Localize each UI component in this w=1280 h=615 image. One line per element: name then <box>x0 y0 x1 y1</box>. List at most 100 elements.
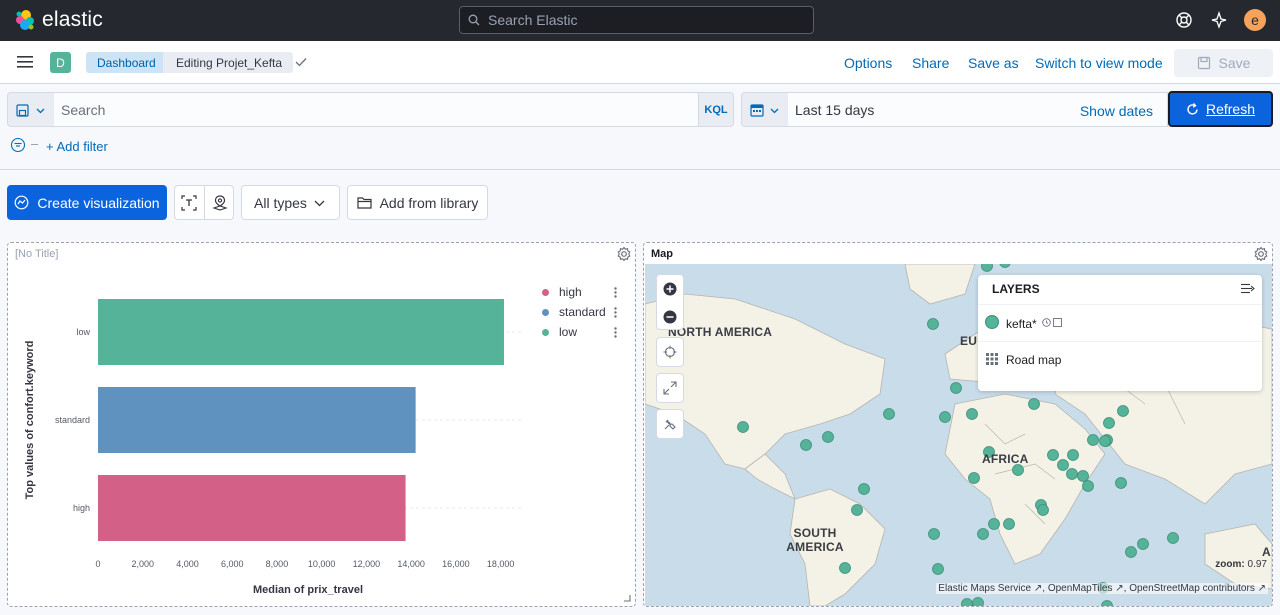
map-point[interactable] <box>981 264 993 272</box>
panel-options-gear-icon[interactable] <box>1253 246 1269 262</box>
zoom-in-icon[interactable] <box>663 282 677 296</box>
switch-to-view-mode-link[interactable]: Switch to view mode <box>1035 55 1163 71</box>
menu-icon[interactable] <box>17 55 33 69</box>
map-point[interactable] <box>972 597 984 607</box>
map-point[interactable] <box>1012 464 1024 476</box>
draw-tools-control[interactable] <box>656 409 684 439</box>
y-tick-label: high <box>73 503 90 513</box>
map-point[interactable] <box>999 264 1011 268</box>
map-point[interactable] <box>1057 459 1069 471</box>
query-language-button[interactable]: KQL <box>698 92 734 127</box>
map-point[interactable] <box>932 563 944 575</box>
resize-handle-icon[interactable] <box>623 594 631 602</box>
map-point[interactable] <box>966 408 978 420</box>
user-avatar[interactable]: e <box>1244 9 1266 31</box>
map-point[interactable] <box>822 431 834 443</box>
text-panel-icon[interactable] <box>181 195 197 211</box>
map-point[interactable] <box>988 518 1000 530</box>
map-point[interactable] <box>1101 600 1113 607</box>
map-point[interactable] <box>927 318 939 330</box>
map-point[interactable] <box>1115 477 1127 489</box>
map-point[interactable] <box>858 483 870 495</box>
fullscreen-control[interactable] <box>656 373 684 403</box>
news-feed-icon[interactable] <box>1210 11 1228 29</box>
map-point[interactable] <box>839 562 851 574</box>
breadcrumb-dashboard[interactable]: Dashboard <box>86 52 170 73</box>
layer-row-kefta[interactable]: kefta* <box>978 304 1262 341</box>
map-point[interactable] <box>1077 470 1089 482</box>
map-point[interactable] <box>1082 480 1094 492</box>
map-point[interactable] <box>800 439 812 451</box>
map-point[interactable] <box>1125 546 1137 558</box>
map-point[interactable] <box>883 408 895 420</box>
legend-item-low[interactable]: low <box>542 325 577 339</box>
space-avatar[interactable]: D <box>50 52 71 73</box>
map-point[interactable] <box>1037 504 1049 516</box>
map-point[interactable] <box>968 472 980 484</box>
panel-options-gear-icon[interactable] <box>616 246 632 262</box>
map-point[interactable] <box>1003 518 1015 530</box>
bar-low <box>98 299 504 365</box>
global-search-input[interactable]: Search Elastic <box>459 6 814 34</box>
map-point[interactable] <box>737 421 749 433</box>
share-link[interactable]: Share <box>912 55 950 71</box>
map-point[interactable] <box>1028 398 1040 410</box>
saved-query-button[interactable] <box>7 92 54 127</box>
layer-row-road-map[interactable]: Road map <box>978 341 1262 377</box>
add-from-library-button[interactable]: Add from library <box>347 185 488 220</box>
attribution-osm-link[interactable]: OpenStreetMap contributors <box>1129 583 1255 594</box>
logo-text: elastic <box>42 8 103 31</box>
zoom-controls <box>656 274 684 330</box>
map-point[interactable] <box>928 528 940 540</box>
map-point[interactable] <box>1087 434 1099 446</box>
save-button[interactable]: Save <box>1174 49 1273 77</box>
query-search-input[interactable]: Search <box>54 92 698 127</box>
legend-more-icon[interactable] <box>614 287 617 298</box>
map-point[interactable] <box>983 446 995 458</box>
collapse-layers-icon[interactable] <box>1241 283 1255 294</box>
map-panel[interactable]: Map NORTH AMERICA SOUTH AMERICA AFRIC <box>643 242 1273 607</box>
map-point[interactable] <box>1103 417 1115 429</box>
save-as-link[interactable]: Save as <box>968 55 1019 71</box>
create-visualization-button[interactable]: Create visualization <box>7 185 167 220</box>
date-range-label: Last 15 days <box>795 101 875 118</box>
map-point[interactable] <box>950 382 962 394</box>
legend-more-icon[interactable] <box>614 327 617 338</box>
map-point[interactable] <box>1047 449 1059 461</box>
legend-item-standard[interactable]: standard <box>542 305 606 319</box>
folder-icon <box>356 197 372 209</box>
x-tick-label: 6,000 <box>221 559 244 569</box>
show-dates-link[interactable]: Show dates <box>1079 103 1153 119</box>
map-point[interactable] <box>939 411 951 423</box>
fit-to-data-control[interactable] <box>656 337 684 367</box>
refresh-button[interactable]: Refresh <box>1168 91 1273 127</box>
map-point[interactable] <box>1099 435 1111 447</box>
map-point[interactable] <box>1167 532 1179 544</box>
attribution-ems-link[interactable]: Elastic Maps Service <box>938 583 1032 594</box>
map-canvas[interactable]: NORTH AMERICA SOUTH AMERICA AFRICA EU A … <box>645 264 1272 606</box>
chart-panel[interactable]: [No Title] low standard high 0 2,000 4,000 6,0… <box>7 242 636 607</box>
map-point[interactable] <box>1066 468 1078 480</box>
map-point[interactable] <box>977 528 989 540</box>
x-tick-label: 14,000 <box>397 559 425 569</box>
map-point[interactable] <box>851 504 863 516</box>
map-point[interactable] <box>1067 449 1079 461</box>
legend-item-high[interactable]: high <box>542 285 582 299</box>
map-point[interactable] <box>961 598 973 607</box>
add-filter-link[interactable]: + Add filter <box>46 139 108 154</box>
date-range-display[interactable]: Last 15 days Show dates <box>788 92 1168 127</box>
map-point[interactable] <box>1137 538 1149 550</box>
all-types-dropdown[interactable]: All types <box>241 185 340 220</box>
attribution-openmaptiles-link[interactable]: OpenMapTiles <box>1047 583 1113 594</box>
filter-menu-icon[interactable] <box>10 137 26 153</box>
legend-more-icon[interactable] <box>614 307 617 318</box>
map-point[interactable] <box>1117 405 1129 417</box>
maps-app-icon[interactable] <box>212 195 228 211</box>
add-from-library-label: Add from library <box>379 194 479 211</box>
help-icon[interactable] <box>1175 11 1193 29</box>
options-link[interactable]: Options <box>844 55 893 71</box>
zoom-out-icon[interactable] <box>663 310 677 324</box>
date-quick-menu-button[interactable] <box>741 92 788 127</box>
zoom-level-readout: zoom: 0.97 <box>1215 559 1267 570</box>
elastic-logo[interactable]: elastic <box>14 8 103 32</box>
